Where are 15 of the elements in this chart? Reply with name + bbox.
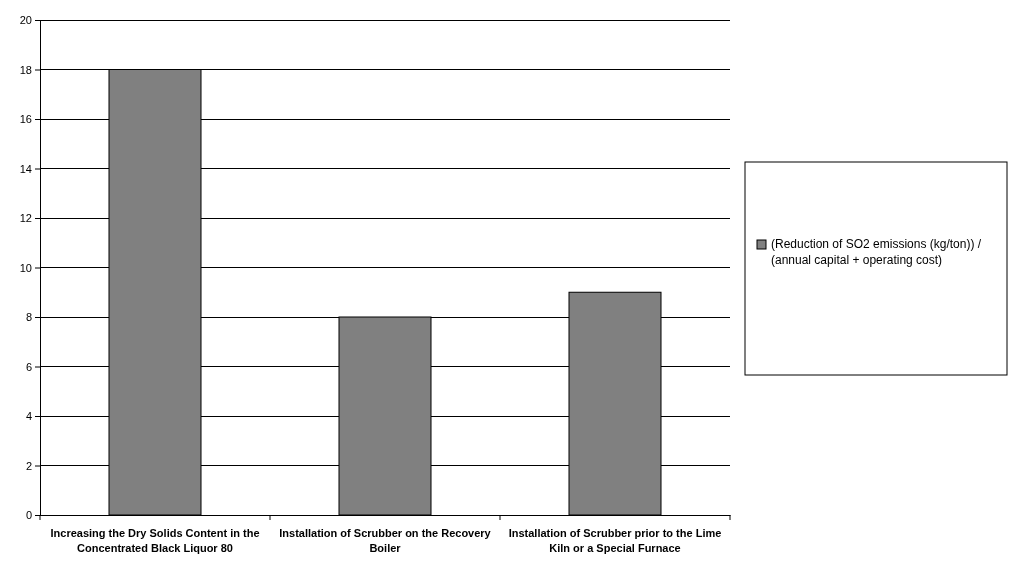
- y-tick-label: 16: [19, 113, 32, 126]
- y-tick-label: 14: [19, 162, 32, 175]
- x-tick-label: Installation of Scrubber prior to the Lime Kiln or a Special Furnace: [508, 527, 722, 554]
- y-tick-label: 12: [19, 212, 32, 225]
- y-tick-label: 4: [25, 410, 32, 423]
- y-tick-label: 0: [25, 509, 32, 522]
- x-tick-label: Increasing the Dry Solids Content in the Concentrated Black Liquor 80: [50, 527, 260, 554]
- y-tick-label: 20: [19, 14, 32, 27]
- y-tick-label: 18: [19, 63, 32, 76]
- y-tick-label: 2: [25, 459, 32, 472]
- x-tick-label: Installation of Scrubber on the Recovery Boiler: [279, 527, 492, 554]
- legend-label: (Reduction of SO2 emissions (kg/ton)) / (annual capital + operating cost): [771, 237, 982, 267]
- y-tick-label: 8: [25, 311, 32, 324]
- y-tick-label: 6: [25, 360, 32, 373]
- y-tick-label: 10: [19, 261, 32, 274]
